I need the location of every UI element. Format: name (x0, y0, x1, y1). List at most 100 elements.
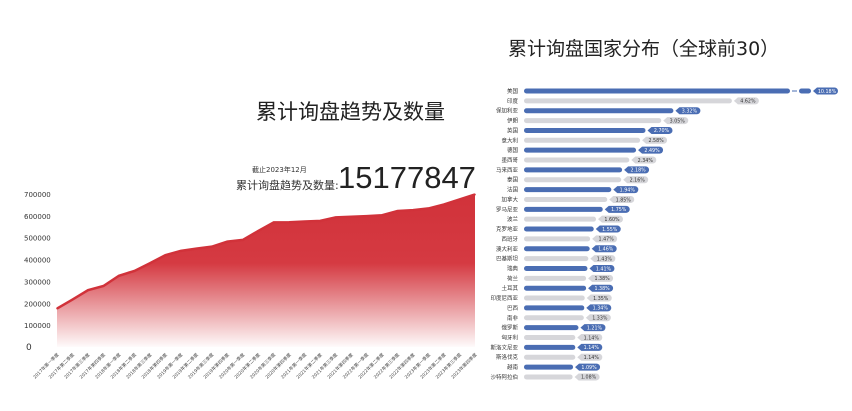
value-label: 1.85% (616, 197, 632, 203)
x-tick-label: 2020年第三季度 (248, 351, 277, 380)
value-pill (577, 353, 603, 361)
data-point (226, 240, 229, 243)
value-label: 1.75% (611, 207, 627, 213)
data-point (149, 262, 151, 265)
bar (524, 335, 576, 340)
data-point (396, 210, 399, 212)
value-label: 1.38% (594, 276, 610, 282)
data-point (211, 245, 213, 248)
country-label: 土耳其 (501, 284, 518, 292)
value-label: 2.16% (630, 178, 646, 184)
country-label: 保加利亚 (496, 107, 519, 115)
value-label: 1.35% (593, 296, 609, 302)
x-tick-label: 2022年第一季度 (341, 351, 370, 380)
value-pill (591, 245, 617, 253)
data-point (365, 215, 368, 217)
value-pill (577, 334, 603, 341)
value-label: 1.09% (581, 365, 597, 371)
country-label: 加拿大 (501, 195, 518, 203)
value-pill (589, 264, 615, 272)
x-tick-label: 2021年第四季度 (326, 351, 355, 380)
country-label: 意大利 (501, 136, 518, 144)
value-label: 1.94% (620, 187, 636, 193)
country-label: 瑞典 (507, 264, 519, 272)
x-tick-label: 2021年第三季度 (310, 351, 339, 380)
total-value: 15177847 (338, 160, 476, 195)
country-label: 西班牙 (501, 235, 518, 243)
country-label: 俄罗斯 (501, 324, 518, 332)
bar (524, 216, 596, 222)
country-label: 法国 (507, 186, 519, 194)
bar (524, 118, 662, 124)
value-label: 1.41% (596, 266, 612, 272)
bar (524, 246, 590, 252)
value-pill (663, 117, 689, 125)
bar (524, 256, 589, 262)
value-label: 1.33% (592, 316, 608, 322)
value-label: 1.38% (594, 286, 610, 292)
country-label: 斯洛伐克 (496, 353, 519, 361)
country-label: 澳大利亚 (496, 245, 519, 253)
x-tick-label: 2022年第四季度 (388, 351, 417, 380)
bar (524, 206, 603, 212)
area-line (56, 193, 476, 310)
data-point (102, 285, 105, 287)
y-tick-label: 400000 (24, 257, 51, 265)
country-label: 罗马尼亚 (496, 205, 519, 213)
country-label: 巴西 (507, 305, 519, 312)
bar (524, 285, 587, 291)
value-pill (577, 343, 603, 351)
value-pill (642, 136, 668, 144)
x-tick-label: 2020年第一季度 (217, 351, 246, 380)
bar (524, 305, 585, 311)
data-point (458, 198, 461, 201)
country-label: 美国 (507, 87, 519, 95)
value-pill (592, 235, 618, 243)
value-label: 1.47% (599, 237, 615, 243)
bar (524, 295, 585, 301)
country-label: 斯洛文尼亚 (490, 343, 518, 351)
value-label: 1.21% (587, 325, 603, 331)
y-tick-label: 100000 (24, 322, 51, 330)
data-point (319, 220, 321, 222)
value-pill (675, 107, 701, 115)
data-point (334, 216, 337, 219)
value-pill (647, 126, 673, 134)
x-tick-label: 2020年第二季度 (233, 351, 262, 380)
y-tick-label: 300000 (24, 278, 51, 286)
value-label: 2.34% (638, 158, 654, 164)
x-tick-label: 2021年第二季度 (295, 351, 324, 380)
bar (524, 88, 790, 94)
country-label: 印度尼西亚 (490, 294, 518, 302)
data-point (241, 239, 244, 241)
data-point (381, 214, 383, 217)
data-point (288, 221, 291, 223)
value-pill (638, 146, 664, 154)
bar (524, 196, 608, 202)
y-tick-label: 500000 (24, 235, 51, 243)
value-label: 10.18% (818, 89, 837, 95)
country-label: 墨西哥 (501, 157, 518, 164)
value-label: 2.58% (648, 138, 664, 144)
bar (524, 137, 641, 143)
country-label: 匈牙利 (501, 334, 518, 342)
bar (524, 236, 591, 242)
bar (524, 354, 576, 360)
x-tick-label: 2023年第四季度 (449, 351, 478, 380)
value-pill (609, 195, 635, 203)
data-point (427, 207, 430, 210)
value-label: 1.14% (584, 345, 600, 351)
country-label: 泰国 (507, 176, 519, 184)
country-label: 马来西亚 (496, 166, 519, 174)
bar (524, 265, 588, 271)
x-tick-label: 2021年第一季度 (279, 351, 308, 380)
x-tick-label: 2017年第四季度 (78, 351, 107, 380)
x-tick-label: 2023年第二季度 (418, 351, 447, 380)
value-pill (604, 205, 630, 213)
y-tick-label: 200000 (24, 300, 51, 308)
country-label: 荷兰 (507, 274, 519, 282)
bar (524, 226, 594, 232)
country-label: 沙特阿拉伯 (490, 373, 518, 381)
data-point (272, 221, 275, 224)
bar (524, 325, 579, 331)
